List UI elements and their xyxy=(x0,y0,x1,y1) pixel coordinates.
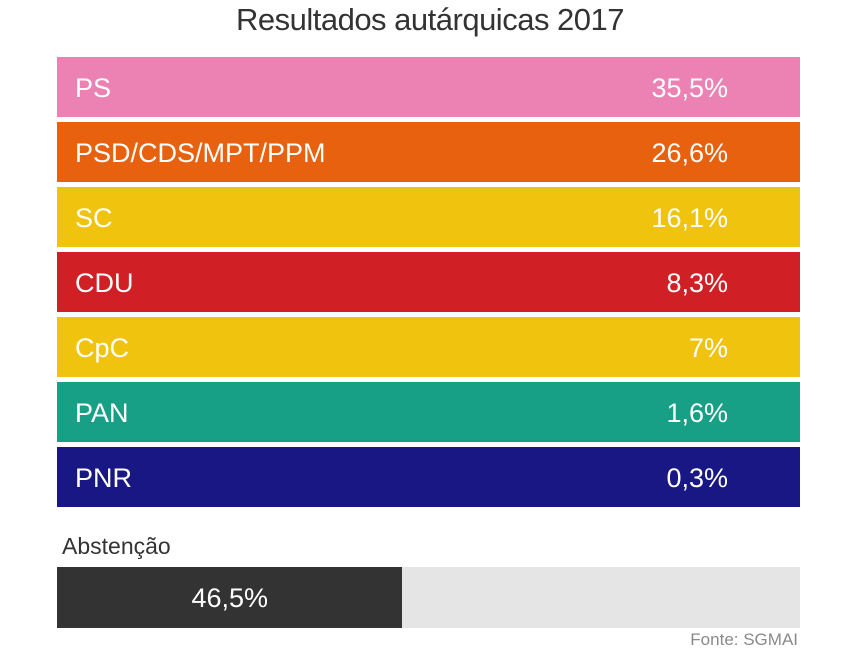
category-label: PAN xyxy=(75,398,129,428)
category-label: PS xyxy=(75,73,112,103)
category-label: SC xyxy=(75,203,113,233)
bar-cdu: CDU 8,3% xyxy=(57,252,800,312)
bar-sc: SC 16,1% xyxy=(57,187,800,247)
category-label: PNR xyxy=(75,463,133,493)
bar-psd-cds-mpt-ppm: PSD/CDS/MPT/PPM 26,6% xyxy=(57,122,800,182)
category-label: CpC xyxy=(75,333,130,363)
abstention-label: Abstenção xyxy=(62,533,171,559)
chart-title: Resultados autárquicas 2017 xyxy=(235,2,625,37)
bar-cpc: CpC 7% xyxy=(57,317,800,377)
bar-pan: PAN 1,6% xyxy=(57,382,800,442)
abstention-bar-fill: 46,5% xyxy=(57,567,403,628)
value-label: 0,3% xyxy=(666,463,728,493)
value-label: 1,6% xyxy=(666,398,728,428)
bar-ps: PS 35,5% xyxy=(57,57,800,117)
value-label: 16,1% xyxy=(651,203,728,233)
value-label: 35,5% xyxy=(651,73,728,103)
bar-pnr: PNR 0,3% xyxy=(57,447,800,507)
abstention-bar-track: 46,5% xyxy=(57,567,800,628)
value-label: 8,3% xyxy=(666,268,728,298)
value-label: 26,6% xyxy=(651,138,728,168)
category-label: CDU xyxy=(75,268,134,298)
results-list: PS 35,5% PSD/CDS/MPT/PPM 26,6% SC 16,1% CDU 8,3… xyxy=(57,57,800,512)
value-label: 7% xyxy=(688,333,728,363)
source-note: Fonte: SGMAI xyxy=(690,630,798,649)
abstention-value-label: 46,5% xyxy=(191,583,269,613)
category-label: PSD/CDS/MPT/PPM xyxy=(75,138,326,168)
